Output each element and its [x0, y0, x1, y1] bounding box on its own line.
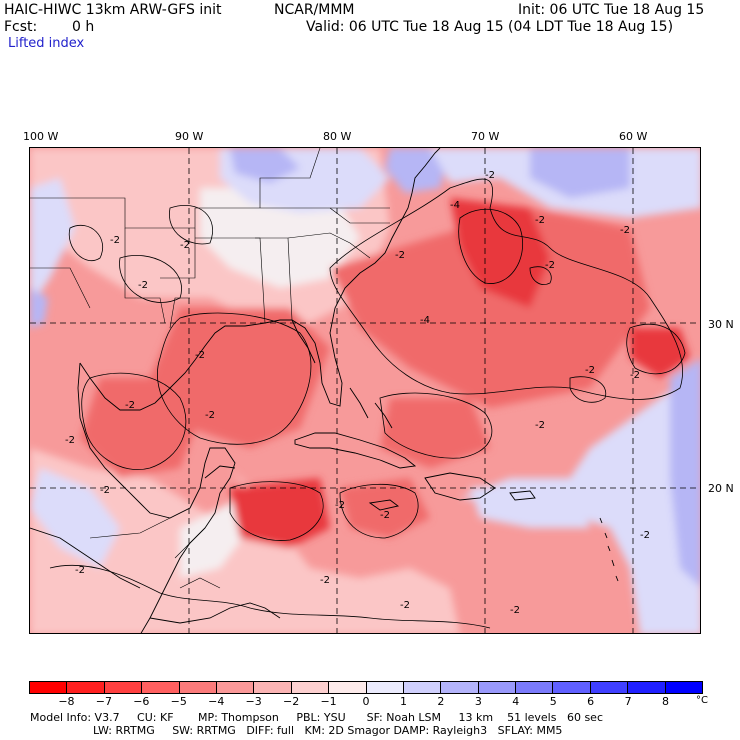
valid-time: Valid: 06 UTC Tue 18 Aug 15 (04 LDT Tue …: [306, 19, 674, 35]
contour-label: -4: [420, 315, 430, 326]
forecast-label: Fcst:: [4, 19, 38, 35]
colorbar-cell: [216, 682, 255, 693]
contour-label: -2: [585, 365, 595, 376]
contour-label: -2: [380, 510, 390, 521]
colorbar-tick-label: −4: [208, 695, 225, 708]
contour-label: -2: [395, 250, 405, 261]
lat-lon-grid: [30, 148, 700, 633]
colorbar-tick-label: 7: [624, 695, 632, 708]
state-borders: [30, 148, 390, 589]
colorbar-cell: [366, 682, 404, 693]
colorbar-tick-label: 5: [549, 695, 557, 708]
field-shading: [30, 148, 700, 633]
contour-label-group: -2 -2 -2 -2 -2 -2 -2 -2 -2 -2 -2 -2 -2 -2 -2 -2 -2 -2 -2 -2…: [65, 170, 650, 616]
colorbar-cell: [104, 682, 143, 693]
contour-label: -2: [485, 170, 495, 181]
contour-label: -2: [510, 605, 520, 616]
colorbar-tick-label: 4: [512, 695, 520, 708]
lon-label-60w: 60 W: [619, 130, 648, 143]
colorbar-cell: [590, 682, 629, 693]
map-canvas: -2 -2 -2 -2 -2 -2 -2 -2 -2 -2 -2 -2 -2 -2 -2 -2 -2 -2 -2 -2…: [30, 148, 700, 633]
contour-label: -2: [535, 215, 545, 226]
colorbar-cell: [516, 682, 554, 693]
contour-label: -2: [400, 600, 410, 611]
colorbar-tick-label: 1: [399, 695, 407, 708]
colorbar-cell: [142, 682, 180, 693]
forecast-hour: 0 h: [72, 19, 95, 35]
colorbar-tick-label: 2: [437, 695, 445, 708]
colorbar-cell: [329, 682, 367, 693]
colorbar-cell: [553, 682, 591, 693]
colorbar-cell: [665, 682, 703, 693]
colorbar-tick-label: −1: [320, 695, 337, 708]
colorbar-tick-label: −8: [58, 695, 75, 708]
colorbar: [29, 681, 703, 694]
colorbar-cell: [67, 682, 105, 693]
colorbar-cell: [291, 682, 330, 693]
contour-label: -2: [138, 280, 148, 291]
contour-label: -2: [195, 350, 205, 361]
lat-label-30n: 30 N: [708, 318, 734, 331]
colorbar-tick-label: −6: [133, 695, 150, 708]
colorbar-tick-label: −7: [95, 695, 112, 708]
contour-label: -2: [320, 575, 330, 586]
colorbar-cell: [478, 682, 517, 693]
contour-label: -2: [630, 370, 640, 381]
lon-label-100w: 100 W: [23, 130, 59, 143]
lifted-index-contours: [49, 178, 686, 629]
organization-label: NCAR/MMM: [274, 2, 355, 18]
contour-label: -2: [65, 435, 75, 446]
colorbar-cell: [403, 682, 442, 693]
lon-label-80w: 80 W: [323, 130, 352, 143]
contour-label: -2: [110, 235, 120, 246]
field-name: Lifted index: [8, 36, 85, 51]
lat-label-20n: 20 N: [708, 482, 734, 495]
colorbar-tick-label: −3: [245, 695, 262, 708]
contour-label: -2: [75, 565, 85, 576]
colorbar-cell: [441, 682, 479, 693]
colorbar-cell: [254, 682, 292, 693]
contour-label: -2: [620, 225, 630, 236]
colorbar-tick-label: −5: [170, 695, 187, 708]
contour-label: -2: [180, 240, 190, 251]
contour-label: -2: [640, 530, 650, 541]
colorbar-cell: [30, 682, 68, 693]
coastlines: [30, 148, 619, 633]
contour-label: -2: [335, 500, 345, 511]
colorbar-cell: [628, 682, 666, 693]
model-info-line-2: LW: RRTMG SW: RRTMG DIFF: full KM: 2D Sm…: [30, 724, 563, 737]
model-title: HAIC-HIWC 13km ARW-GFS init: [4, 2, 222, 18]
lifted-index-map: -2 -2 -2 -2 -2 -2 -2 -2 -2 -2 -2 -2 -2 -2 -2 -2 -2 -2 -2 -2…: [29, 147, 701, 634]
lon-label-70w: 70 W: [471, 130, 500, 143]
contour-label: -2: [100, 485, 110, 496]
model-info-line-1: Model Info: V3.7 CU: KF MP: Thompson PBL…: [30, 711, 603, 724]
colorbar-tick-label: 0: [362, 695, 370, 708]
contour-label: -2: [535, 420, 545, 431]
contour-label: -4: [450, 200, 460, 211]
contour-label: -2: [125, 400, 135, 411]
colorbar-tick-label: −2: [283, 695, 300, 708]
colorbar-cell: [179, 682, 217, 693]
colorbar-tick-label: 8: [662, 695, 670, 708]
colorbar-tick-label: 6: [587, 695, 595, 708]
colorbar-unit: °C: [696, 695, 708, 706]
lon-label-90w: 90 W: [175, 130, 204, 143]
init-time: Init: 06 UTC Tue 18 Aug 15: [518, 2, 705, 18]
contour-label: -2: [205, 410, 215, 421]
contour-label: -2: [545, 260, 555, 271]
colorbar-tick-label: 3: [474, 695, 482, 708]
